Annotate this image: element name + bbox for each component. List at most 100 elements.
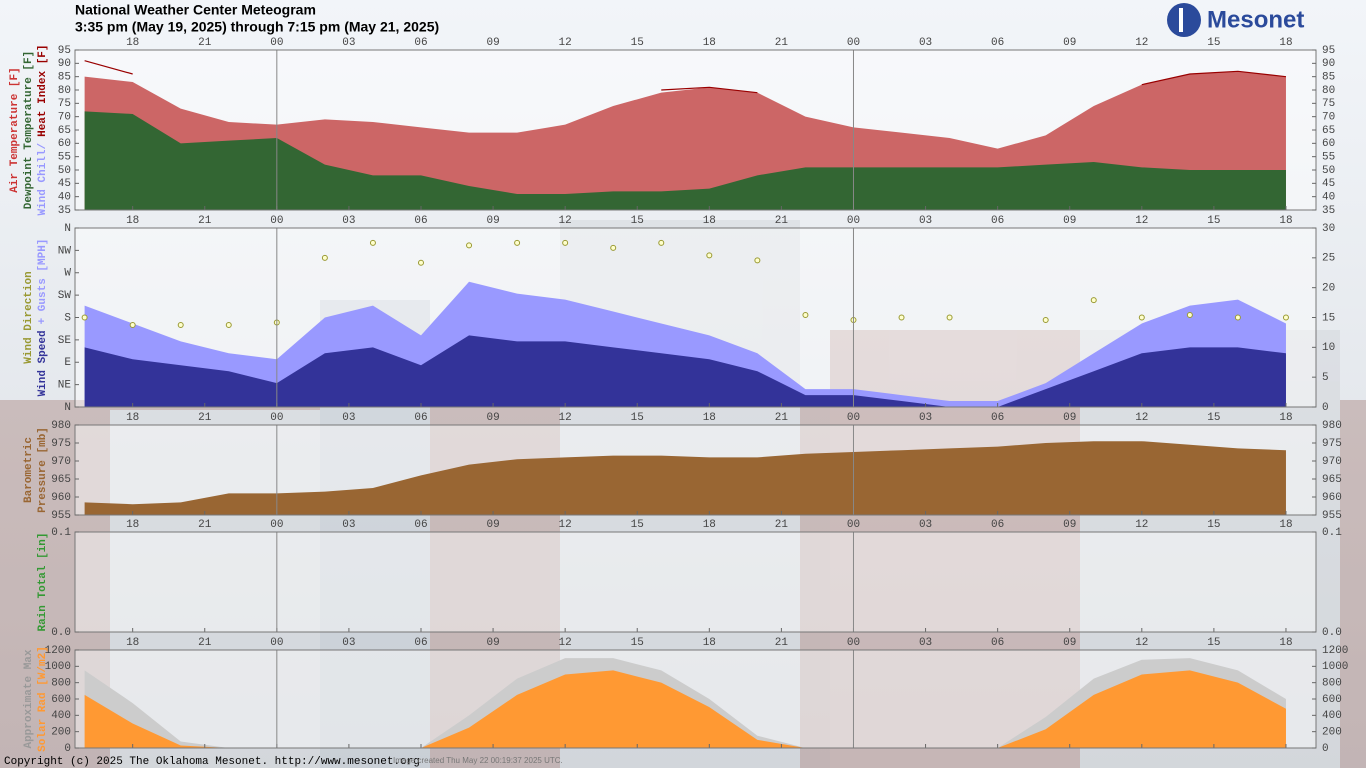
x-tick-label: 15 bbox=[1207, 412, 1220, 424]
x-tick-label: 12 bbox=[559, 412, 572, 424]
x-tick-label: 03 bbox=[342, 519, 355, 531]
plot-area bbox=[84, 60, 1287, 210]
y-tick-label: 45 bbox=[58, 178, 71, 190]
y-tick-label: 200 bbox=[51, 727, 71, 739]
x-tick-label: 03 bbox=[342, 637, 355, 649]
plot-area bbox=[81, 239, 1289, 407]
y-tick-label: W bbox=[64, 268, 71, 280]
area bbox=[84, 335, 1286, 407]
x-tick-label: 21 bbox=[198, 412, 212, 424]
x-tick-label: 18 bbox=[1279, 215, 1292, 227]
x-tick-label: 00 bbox=[847, 215, 860, 227]
point bbox=[802, 312, 809, 319]
plot-area bbox=[84, 658, 1286, 748]
y2-tick-label: 5 bbox=[1322, 372, 1329, 384]
y-tick-label: 75 bbox=[58, 98, 71, 110]
x-tick-label: 12 bbox=[1135, 215, 1148, 227]
y-tick-label: 65 bbox=[58, 125, 71, 137]
point bbox=[610, 244, 617, 251]
y-axis-label-part: Solar Rad [W/m2] bbox=[37, 646, 49, 752]
y2-tick-label: 70 bbox=[1322, 112, 1335, 124]
x-tick-label: 09 bbox=[1063, 37, 1076, 49]
y2-tick-label: 75 bbox=[1322, 98, 1335, 110]
y-axis-label-part: Pressure [mb] bbox=[37, 427, 49, 513]
y2-tick-label: 30 bbox=[1322, 223, 1335, 235]
x-tick-label: 00 bbox=[270, 519, 283, 531]
y-axis-label-part: Dewpoint Temperature [F] bbox=[23, 51, 35, 209]
y2-tick-label: 45 bbox=[1322, 178, 1335, 190]
subtitle: 3:35 pm (May 19, 2025) through 7:15 pm (… bbox=[75, 19, 439, 35]
x-tick-label: 21 bbox=[775, 215, 789, 227]
y2-tick-label: 80 bbox=[1322, 85, 1335, 97]
y-tick-label: 50 bbox=[58, 165, 71, 177]
x-tick-label: 00 bbox=[270, 215, 283, 227]
x-tick-label: 18 bbox=[1279, 412, 1292, 424]
y-tick-label: 55 bbox=[58, 152, 71, 164]
x-tick-label: 21 bbox=[775, 412, 789, 424]
panel-frame bbox=[74, 531, 1317, 633]
y-tick-label: 70 bbox=[58, 112, 71, 124]
x-tick-label: 18 bbox=[1279, 37, 1292, 49]
x-tick-label: 06 bbox=[414, 37, 427, 49]
point bbox=[1234, 314, 1241, 321]
x-tick-label: 09 bbox=[486, 412, 499, 424]
x-tick-label: 18 bbox=[126, 637, 139, 649]
x-tick-label: 00 bbox=[847, 637, 860, 649]
x-tick-label: 09 bbox=[486, 637, 499, 649]
x-tick-label: 06 bbox=[414, 215, 427, 227]
x-tick-label: 09 bbox=[1063, 215, 1076, 227]
x-tick-label: 12 bbox=[1135, 412, 1148, 424]
y-axis-label-part: Barometric bbox=[23, 437, 35, 503]
y-tick-label: NW bbox=[58, 245, 72, 257]
x-tick-label: 00 bbox=[847, 37, 860, 49]
x-tick-label: 00 bbox=[270, 37, 283, 49]
x-tick-label: 15 bbox=[631, 412, 644, 424]
created-note: Image created Thu May 22 00:19:37 2025 U… bbox=[393, 756, 563, 765]
y2-tick-label: 15 bbox=[1322, 312, 1335, 324]
y2-tick-label: 980 bbox=[1322, 420, 1342, 432]
y-tick-label: 975 bbox=[51, 438, 71, 450]
x-tick-label: 03 bbox=[919, 215, 932, 227]
y2-tick-label: 0 bbox=[1322, 402, 1329, 414]
x-tick-label: 06 bbox=[991, 37, 1004, 49]
point bbox=[177, 321, 184, 328]
x-tick-label: 12 bbox=[1135, 519, 1148, 531]
y-tick-label: 800 bbox=[51, 678, 71, 690]
panel-frame bbox=[74, 424, 1317, 516]
x-tick-label: 03 bbox=[919, 519, 932, 531]
point bbox=[1282, 314, 1289, 321]
x-tick-label: 18 bbox=[126, 412, 139, 424]
y-tick-label: 970 bbox=[51, 456, 71, 468]
x-tick-label: 15 bbox=[631, 37, 644, 49]
point bbox=[129, 321, 136, 328]
x-tick-label: 03 bbox=[342, 412, 355, 424]
y-tick-label: 80 bbox=[58, 85, 71, 97]
x-tick-label: 21 bbox=[775, 519, 789, 531]
y2-tick-label: 600 bbox=[1322, 694, 1342, 706]
y-tick-label: 955 bbox=[51, 510, 71, 522]
y2-tick-label: 25 bbox=[1322, 253, 1335, 265]
x-tick-label: 06 bbox=[991, 519, 1004, 531]
y-axis-label-part: Wind Speed bbox=[37, 330, 49, 396]
y-axis-label: Approximate Max bbox=[23, 649, 35, 748]
y-tick-label: 1200 bbox=[45, 645, 71, 657]
x-tick-label: 09 bbox=[486, 37, 499, 49]
title: National Weather Center Meteogram bbox=[75, 2, 316, 18]
x-tick-label: 12 bbox=[559, 519, 572, 531]
y-tick-label: 400 bbox=[51, 710, 71, 722]
y2-tick-label: 975 bbox=[1322, 438, 1342, 450]
point bbox=[466, 242, 473, 249]
point bbox=[81, 314, 88, 321]
y2-tick-label: 400 bbox=[1322, 710, 1342, 722]
y2-tick-label: 0.0 bbox=[1322, 627, 1342, 639]
x-tick-label: 09 bbox=[486, 519, 499, 531]
y2-tick-label: 955 bbox=[1322, 510, 1342, 522]
x-tick-label: 15 bbox=[1207, 37, 1220, 49]
y2-tick-label: 65 bbox=[1322, 125, 1335, 137]
x-tick-label: 06 bbox=[991, 215, 1004, 227]
x-tick-label: 21 bbox=[775, 637, 789, 649]
x-tick-label: 21 bbox=[198, 637, 212, 649]
point bbox=[658, 239, 665, 246]
x-tick-label: 12 bbox=[1135, 637, 1148, 649]
